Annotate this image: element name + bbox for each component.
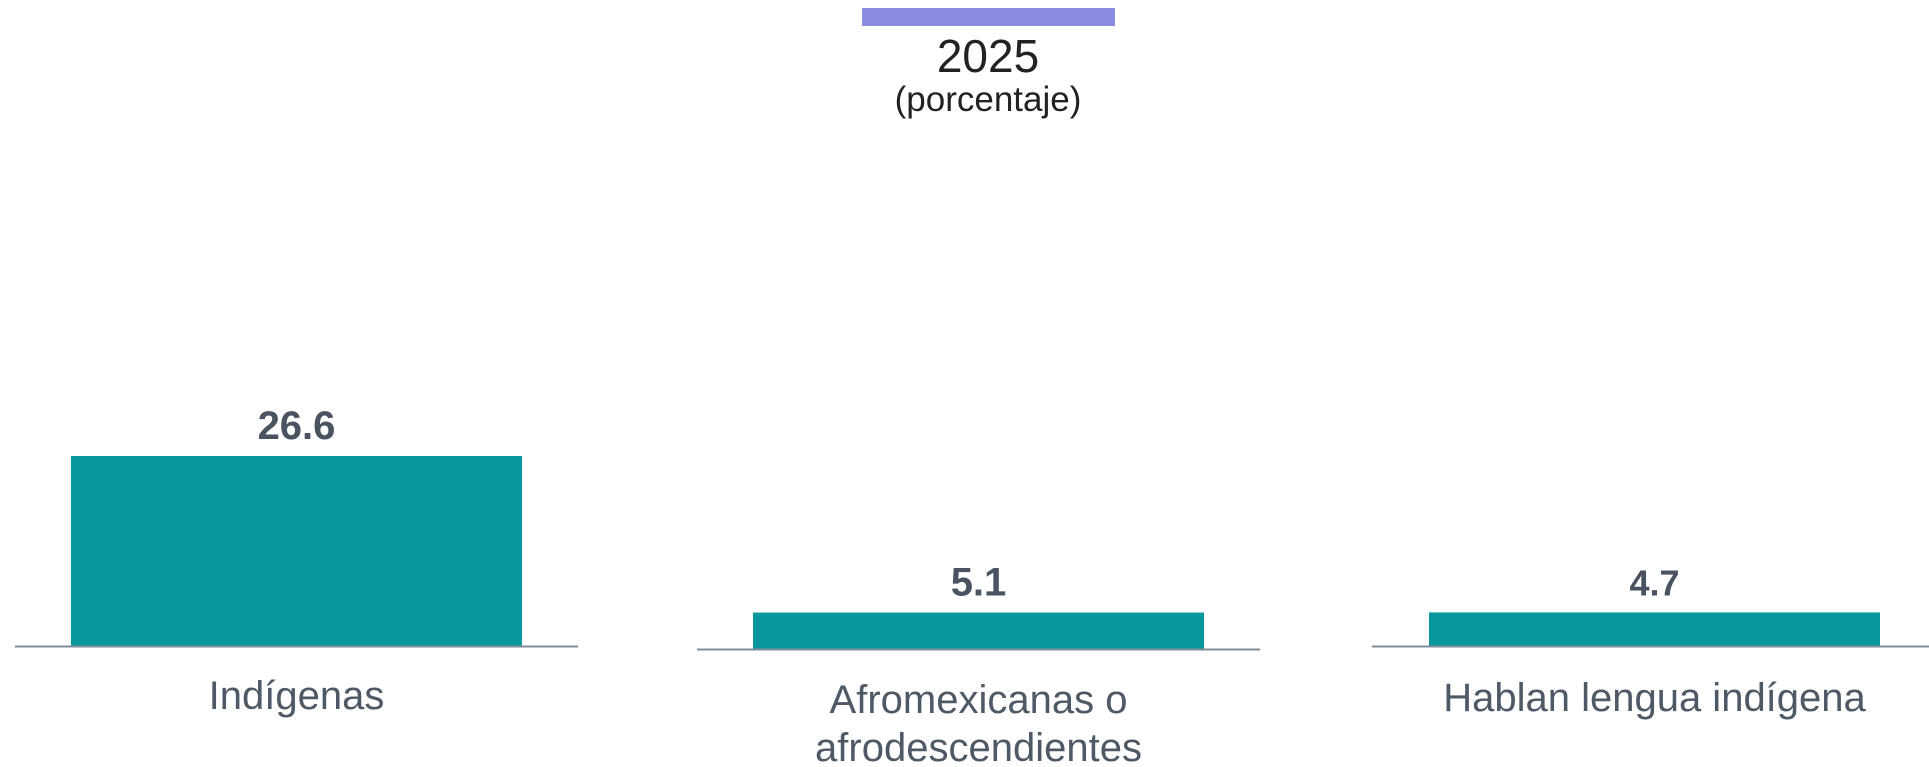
- value-label: 4.7: [1629, 562, 1679, 603]
- bars-group: 26.6 Indígenas 5.1 Afromexicanas o afrodesce…: [15, 404, 1929, 767]
- title-accent-bar: [862, 8, 1115, 26]
- bar: [753, 612, 1204, 649]
- bar: [1429, 612, 1880, 646]
- category-label: Afromexicanas o afrodescendientes: [815, 678, 1142, 767]
- category-label: Indígenas: [209, 674, 385, 718]
- chart-title: 2025: [937, 30, 1039, 82]
- bar: [71, 456, 522, 646]
- chart-subtitle: (porcentaje): [895, 80, 1082, 119]
- value-label: 26.6: [258, 404, 336, 448]
- category-label: Hablan lengua indígena: [1443, 676, 1866, 720]
- value-label: 5.1: [951, 561, 1007, 605]
